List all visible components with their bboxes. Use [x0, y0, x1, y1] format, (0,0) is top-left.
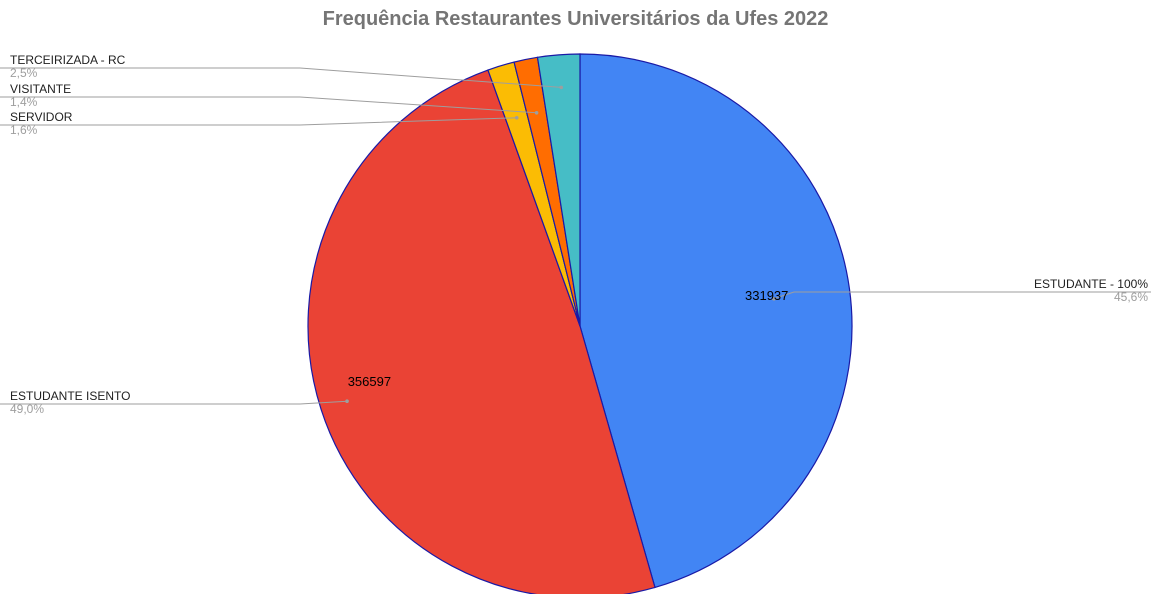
slice-percent-estudante-isento: 49,0%: [10, 402, 44, 416]
leader-dot-estudante-100: [772, 296, 776, 301]
slice-label-servidor: SERVIDOR: [10, 110, 73, 124]
pie-slice-terceirizada-rc[interactable]: [536, 53, 581, 327]
leader-line-estudante-100: [773, 291, 1151, 300]
chart-title: Frequência Restaurantes Universitários d…: [322, 8, 829, 30]
leader-dot-estudante-isento: [345, 399, 349, 404]
leader-line-terceirizada-rc: [0, 67, 562, 88]
pie-slices: [307, 53, 853, 594]
slice-label-estudante-100: ESTUDANTE - 100%: [1034, 277, 1148, 291]
pie-slice-estudante-isento[interactable]: [307, 69, 656, 594]
slice-value-estudante-isento: 356597: [348, 374, 391, 389]
slice-label-terceirizada-rc: TERCEIRIZADA - RC: [10, 53, 126, 67]
slice-percent-visitante: 1,4%: [10, 95, 38, 109]
slice-percent-estudante-100: 45,6%: [1114, 290, 1148, 304]
leader-line-visitante: [0, 96, 537, 114]
slice-label-visitante: VISITANTE: [10, 82, 71, 96]
slice-percent-terceirizada-rc: 2,5%: [10, 66, 38, 80]
leader-line-estudante-isento: [0, 400, 348, 405]
pie-slice-estudante-100[interactable]: [579, 53, 853, 589]
slice-value-estudante-100: 331937: [745, 288, 788, 303]
slice-percent-servidor: 1,6%: [10, 123, 38, 137]
leader-line-servidor: [0, 117, 517, 126]
pie-labels: ESTUDANTE - 100%45,6% 331937 ESTUDANTE ISE…: [0, 53, 1151, 416]
slice-label-estudante-isento: ESTUDANTE ISENTO: [10, 389, 130, 403]
